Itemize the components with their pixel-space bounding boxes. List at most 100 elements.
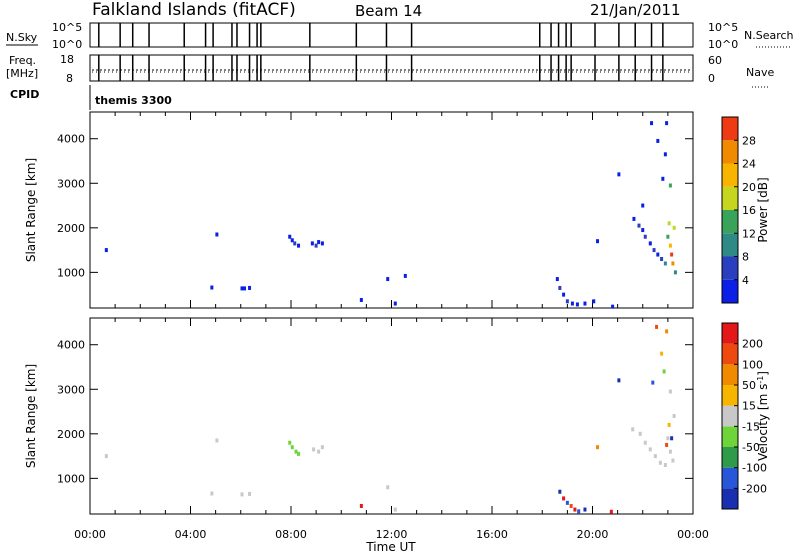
data-point xyxy=(668,389,672,394)
data-point xyxy=(655,324,659,329)
data-point xyxy=(558,285,562,290)
data-point xyxy=(650,121,654,126)
data-point xyxy=(310,241,314,246)
data-point xyxy=(670,436,674,441)
data-point xyxy=(643,440,647,445)
data-point xyxy=(565,500,569,505)
colorbar-segment xyxy=(722,323,738,344)
colorbar-tick-label: 16 xyxy=(742,204,756,217)
colorbar-tick-label: -15 xyxy=(742,420,760,433)
data-point xyxy=(653,454,657,459)
data-point xyxy=(293,241,297,246)
colorbar-segment xyxy=(722,364,738,385)
data-point xyxy=(668,183,672,188)
power-y-axis-ticks: 1000 2000 3000 4000 xyxy=(57,112,694,308)
data-point xyxy=(562,292,566,297)
y-tick-label: 1000 xyxy=(57,472,85,485)
data-point xyxy=(637,223,641,228)
colorbar-segment xyxy=(722,279,738,303)
data-point xyxy=(569,503,573,508)
power-data-points xyxy=(104,121,677,309)
colorbar-tick-label: 100 xyxy=(742,358,763,371)
data-point xyxy=(656,138,660,143)
y-tick-label: 4000 xyxy=(57,339,85,352)
data-point xyxy=(248,491,252,496)
station-title: Falkland Islands (fitACF) xyxy=(92,0,296,20)
time-tick-label: 20:00 xyxy=(577,528,609,541)
data-point xyxy=(359,297,363,302)
data-point xyxy=(314,243,318,248)
time-tick-label: 00:00 xyxy=(74,528,106,541)
data-point xyxy=(660,351,664,356)
data-point xyxy=(658,460,662,465)
y-tick-label: 2000 xyxy=(57,428,85,441)
colorbar-tick-label: -200 xyxy=(742,482,767,495)
data-point xyxy=(656,252,660,257)
colorbar-segment xyxy=(722,343,738,365)
colorbar-segment xyxy=(722,426,738,447)
data-point xyxy=(575,302,579,307)
data-point xyxy=(215,232,219,237)
velocity-data-points xyxy=(104,324,676,514)
data-point xyxy=(555,277,559,282)
data-point xyxy=(660,257,664,261)
data-point xyxy=(210,285,214,290)
data-point xyxy=(583,507,587,512)
cpid-label: CPID xyxy=(10,88,39,101)
velocity-colorbar-label: Velocity [m s-1] xyxy=(756,371,770,461)
noise-tick-left-top: 10^5 xyxy=(52,21,82,34)
data-point xyxy=(617,378,621,383)
data-point xyxy=(665,442,669,447)
nave-label: Nave xyxy=(746,66,774,79)
power-y-axis-label: Slant Range [km] xyxy=(24,158,38,262)
velocity-panel-frame xyxy=(89,317,694,515)
data-point xyxy=(663,152,667,157)
data-point xyxy=(290,445,294,450)
colorbar-tick-label: -100 xyxy=(742,462,767,475)
data-point xyxy=(577,509,581,514)
data-point xyxy=(663,261,667,266)
data-point xyxy=(665,329,669,334)
colorbar-tick-label: 20 xyxy=(742,181,756,194)
data-point xyxy=(317,449,321,454)
data-point xyxy=(320,445,324,450)
colorbar-segment xyxy=(722,447,738,468)
colorbar-tick-label: 24 xyxy=(742,158,756,171)
freq-strip-frame xyxy=(89,54,694,82)
data-point xyxy=(290,238,294,243)
data-point xyxy=(359,503,363,508)
data-point xyxy=(393,301,397,306)
data-point xyxy=(668,243,672,248)
y-tick-label: 4000 xyxy=(57,133,85,146)
colorbar-segment xyxy=(722,210,738,234)
freq-tick-top: 18 xyxy=(60,53,74,66)
data-point xyxy=(104,248,108,253)
data-point xyxy=(312,447,316,452)
colorbar-segment xyxy=(722,256,738,280)
freq-tick-bottom: 8 xyxy=(66,72,73,85)
data-point xyxy=(661,176,665,181)
data-point xyxy=(666,436,670,441)
time-axis-label: Time UT xyxy=(365,540,416,554)
data-point xyxy=(573,507,577,512)
colorbar-segment xyxy=(722,117,738,141)
data-point xyxy=(651,380,655,385)
data-point xyxy=(671,458,675,463)
data-point xyxy=(673,270,677,275)
nave-tick-top: 60 xyxy=(708,54,722,67)
colorbar-tick-label: 8 xyxy=(742,251,749,264)
data-point xyxy=(670,252,674,257)
nsky-label: N.Sky xyxy=(6,31,38,44)
time-axis-ticks: 00:00 04:00 08:00 12:00 16:00 20:00 00:00 xyxy=(74,528,709,541)
y-tick-label: 3000 xyxy=(57,383,85,396)
data-point xyxy=(294,449,298,454)
colorbar-tick-label: 50 xyxy=(742,379,756,392)
data-point xyxy=(611,304,615,309)
data-point xyxy=(297,243,301,248)
data-point xyxy=(240,492,244,497)
power-colorbar-label: Power [dB] xyxy=(756,177,770,242)
data-point xyxy=(665,121,669,126)
colorbar-tick-label: -50 xyxy=(742,441,760,454)
data-point xyxy=(317,240,321,245)
